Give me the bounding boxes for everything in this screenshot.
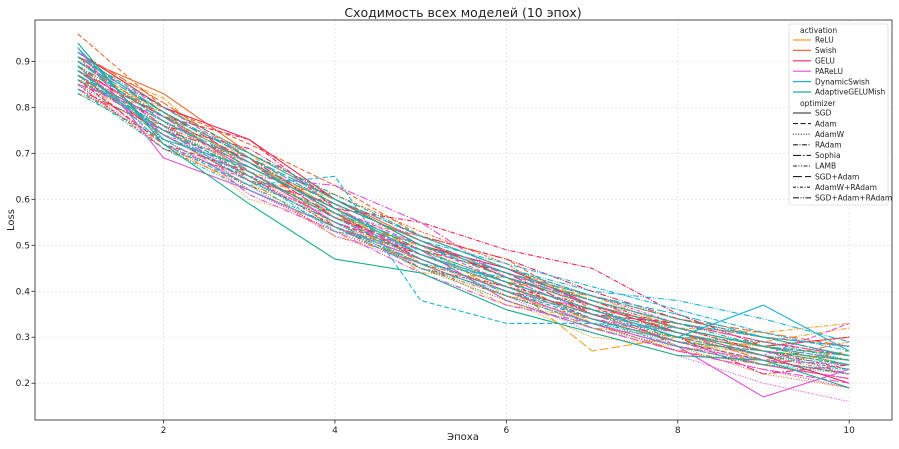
- series-line-dynamicswish-sgd-adam-radam: [77, 51, 850, 343]
- series-line-swish-adam: [77, 33, 850, 357]
- legend-label-sgd-adam-radam: SGD+Adam+RAdam: [815, 194, 892, 203]
- series-line-parelu-radam: [77, 60, 850, 361]
- x-axis-label: Эпоха: [447, 432, 479, 443]
- series-line-swish-sgd-adam-radam: [77, 65, 850, 380]
- y-tick-label: 0.3: [16, 333, 30, 343]
- y-tick-label: 0.6: [16, 195, 31, 205]
- legend-label-lamb: LAMB: [815, 162, 836, 171]
- series-line-swish-adamw-radam: [77, 83, 850, 361]
- x-tick-label: 2: [161, 426, 167, 436]
- series-line-relu-sgd-adam-radam: [77, 70, 850, 352]
- y-tick-label: 0.8: [16, 103, 31, 113]
- legend-activation-title: activation: [800, 26, 837, 35]
- series-line-parelu-sophia: [77, 79, 850, 380]
- series-line-adaptivegelumish-adamw: [77, 83, 850, 375]
- series-line-relu-sgd-adam: [77, 65, 850, 366]
- series-line-gelu-sgd: [77, 51, 850, 384]
- legend-label-sgd: SGD: [815, 109, 832, 118]
- y-axis-ticks: 0.2 0.3 0.4 0.5 0.6 0.7 0.8 0.9: [16, 57, 35, 389]
- legend-label-parelu: PAReLU: [815, 67, 843, 76]
- series-line-dynamicswish-radam: [77, 56, 850, 352]
- legend-label-adamw-radam: AdamW+RAdam: [815, 183, 877, 192]
- legend-label-adamw: AdamW: [815, 130, 845, 139]
- series-line-swish-lamb: [77, 74, 850, 375]
- series-line-adaptivegelumish-sgd: [77, 42, 850, 389]
- legend-label-sgd-adam: SGD+Adam: [815, 172, 859, 181]
- y-tick-label: 0.5: [16, 241, 30, 251]
- legend-label-adaptivegelumish: AdaptiveGELUMish: [815, 88, 886, 97]
- x-tick-label: 6: [503, 426, 509, 436]
- series-line-gelu-sgd-adam: [77, 56, 850, 357]
- series-line-gelu-lamb: [77, 74, 850, 370]
- series-line-gelu-radam: [77, 70, 850, 347]
- series-line-parelu-adamw-radam: [77, 56, 850, 357]
- x-axis-ticks: 2 4 6 8 10: [161, 420, 855, 436]
- series-line-swish-sgd: [77, 56, 850, 347]
- series-line-dynamicswish-sophia: [77, 74, 850, 347]
- x-tick-label: 8: [675, 426, 681, 436]
- chart-title: Сходимость всех моделей (10 эпох): [344, 5, 581, 20]
- series-line-adaptivegelumish-radam: [77, 56, 850, 357]
- series-line-dynamicswish-adamw: [77, 79, 850, 375]
- y-tick-label: 0.9: [16, 57, 31, 67]
- legend-label-radam: RAdam: [815, 141, 842, 150]
- series-line-relu-adamw-radam: [77, 79, 850, 357]
- legend-label-swish: Swish: [815, 46, 837, 55]
- legend-label-dynamicswish: DynamicSwish: [815, 77, 870, 86]
- series-lines: [77, 33, 850, 403]
- legend-box: [788, 23, 889, 206]
- plot-frame: [34, 19, 893, 421]
- y-tick-label: 0.4: [16, 287, 31, 297]
- y-axis-label: Loss: [6, 209, 17, 231]
- legend-label-relu: ReLU: [815, 36, 834, 45]
- series-line-adaptivegelumish-sgd-adam-radam: [77, 65, 850, 366]
- series-line-adaptivegelumish-adamw-radam: [77, 79, 850, 361]
- series-line-gelu-adamw-radam: [77, 83, 850, 380]
- series-line-adaptivegelumish-sophia: [77, 74, 850, 361]
- legend-label-adam: Adam: [815, 119, 837, 128]
- legend-label-sophia: Sophia: [815, 151, 841, 160]
- series-line-swish-sophia: [77, 60, 850, 361]
- series-line-adaptivegelumish-sgd-adam: [77, 60, 850, 357]
- series-line-adaptivegelumish-lamb: [77, 93, 850, 370]
- y-tick-label: 0.7: [16, 149, 30, 159]
- x-tick-label: 4: [332, 426, 338, 436]
- series-line-dynamicswish-adamw-radam: [77, 70, 850, 370]
- x-tick-label: 10: [843, 426, 855, 436]
- legend-optimizer-title: optimizer: [800, 99, 836, 108]
- series-line-parelu-adam: [77, 74, 850, 357]
- y-tick-label: 0.2: [16, 379, 30, 389]
- series-line-dynamicswish-sgd-adam: [77, 60, 850, 357]
- series-line-dynamicswish-lamb: [77, 88, 850, 366]
- series-line-relu-radam: [77, 60, 850, 334]
- legend-label-gelu: GELU: [815, 57, 835, 66]
- series-line-gelu-sgd-adam-radam: [77, 65, 850, 347]
